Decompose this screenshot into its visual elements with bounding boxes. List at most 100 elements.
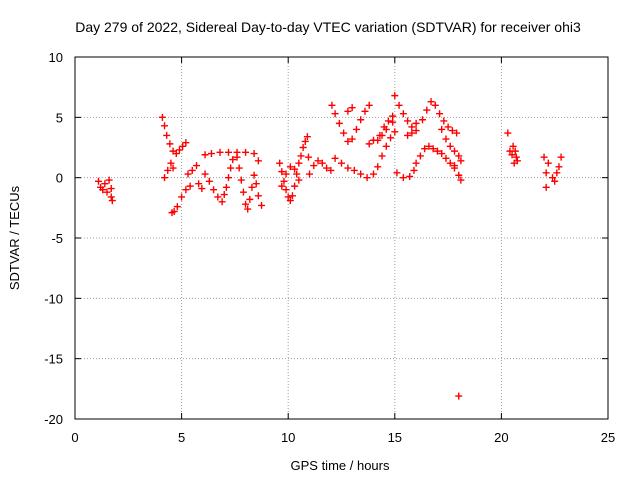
x-tick-label: 5	[178, 430, 185, 445]
data-point-marker	[286, 163, 294, 171]
data-point-marker	[295, 159, 303, 167]
data-point-marker	[412, 127, 420, 135]
data-point-marker	[303, 133, 311, 141]
data-point-marker	[551, 177, 559, 185]
data-point-marker	[382, 142, 390, 150]
data-point-marker	[511, 147, 519, 155]
data-point-marker	[557, 153, 565, 161]
data-point-marker	[188, 166, 196, 174]
data-point-marker	[306, 170, 314, 178]
data-point-marker	[328, 101, 336, 109]
data-point-marker	[542, 169, 550, 177]
data-point-marker	[453, 129, 461, 137]
data-point-marker	[455, 392, 463, 400]
data-point-marker	[218, 198, 226, 206]
data-point-marker	[99, 186, 107, 194]
data-point-marker	[378, 131, 386, 139]
data-point-marker	[423, 106, 431, 114]
data-point-marker	[335, 119, 343, 127]
data-point-marker	[438, 150, 446, 158]
data-point-marker	[421, 145, 429, 153]
data-point-marker	[246, 195, 254, 203]
data-point-marker	[282, 170, 290, 178]
data-point-marker	[444, 123, 452, 131]
data-point-marker	[304, 153, 312, 161]
y-tick-label: -5	[51, 231, 63, 246]
data-point-marker	[408, 123, 416, 131]
x-tick-label: 25	[601, 430, 615, 445]
data-point-marker	[216, 148, 224, 156]
data-point-marker	[103, 188, 111, 196]
data-point-marker	[352, 125, 360, 133]
x-tick-label: 15	[388, 430, 402, 445]
data-point-marker	[369, 170, 377, 178]
data-point-marker	[295, 176, 303, 184]
data-point-marker	[446, 159, 454, 167]
data-point-marker	[425, 142, 433, 150]
data-point-marker	[282, 186, 290, 194]
data-point-marker	[291, 182, 299, 190]
data-point-marker	[389, 112, 397, 120]
data-point-marker	[553, 169, 561, 177]
data-point-marker	[94, 177, 102, 185]
data-point-marker	[348, 104, 356, 112]
data-point-marker	[105, 176, 113, 184]
data-point-marker	[252, 180, 260, 188]
data-point-marker	[310, 162, 318, 170]
data-point-marker	[225, 148, 233, 156]
data-point-marker	[387, 134, 395, 142]
data-point-marker	[391, 128, 399, 136]
data-point-marker	[436, 110, 444, 118]
data-point-marker	[429, 145, 437, 153]
data-point-marker	[205, 177, 213, 185]
data-points	[94, 92, 565, 400]
data-point-marker	[229, 156, 237, 164]
data-point-marker	[399, 110, 407, 118]
data-point-marker	[455, 152, 463, 160]
data-point-marker	[338, 159, 345, 167]
data-point-marker	[331, 110, 339, 118]
data-point-marker	[297, 152, 305, 160]
data-point-marker	[540, 153, 548, 161]
data-point-marker	[344, 107, 352, 115]
data-point-marker	[344, 137, 352, 145]
data-point-marker	[299, 144, 307, 151]
data-point-marker	[389, 118, 397, 126]
data-point-marker	[301, 137, 309, 145]
data-point-marker	[220, 191, 228, 199]
data-point-marker	[412, 159, 420, 167]
data-point-marker	[280, 177, 288, 185]
data-point-marker	[222, 183, 230, 191]
data-point-marker	[195, 180, 203, 188]
data-point-marker	[182, 139, 190, 147]
data-point-marker	[201, 170, 209, 178]
data-point-marker	[250, 150, 258, 158]
data-point-marker	[555, 163, 563, 171]
data-point-marker	[107, 185, 115, 193]
data-point-marker	[399, 174, 407, 182]
data-point-marker	[235, 164, 243, 172]
data-point-marker	[442, 135, 450, 143]
data-point-marker	[178, 193, 186, 201]
data-point-marker	[233, 153, 241, 161]
data-point-marker	[508, 151, 516, 159]
data-point-marker	[433, 147, 441, 155]
data-point-marker	[361, 107, 369, 115]
data-point-marker	[344, 164, 352, 172]
data-point-marker	[431, 101, 439, 109]
data-point-marker	[450, 162, 458, 170]
data-point-marker	[331, 154, 339, 162]
data-point-marker	[374, 136, 382, 144]
data-point-marker	[107, 193, 115, 201]
y-tick-label: -15	[44, 352, 63, 367]
data-point-marker	[186, 182, 194, 190]
data-point-marker	[318, 159, 326, 167]
data-point-marker	[227, 164, 235, 172]
data-point-marker	[412, 119, 420, 127]
data-point-marker	[288, 192, 296, 200]
data-point-marker	[167, 159, 175, 167]
data-point-marker	[161, 122, 169, 130]
data-point-marker	[549, 174, 557, 182]
data-point-marker	[382, 125, 390, 133]
x-axis-label: GPS time / hours	[291, 458, 390, 473]
